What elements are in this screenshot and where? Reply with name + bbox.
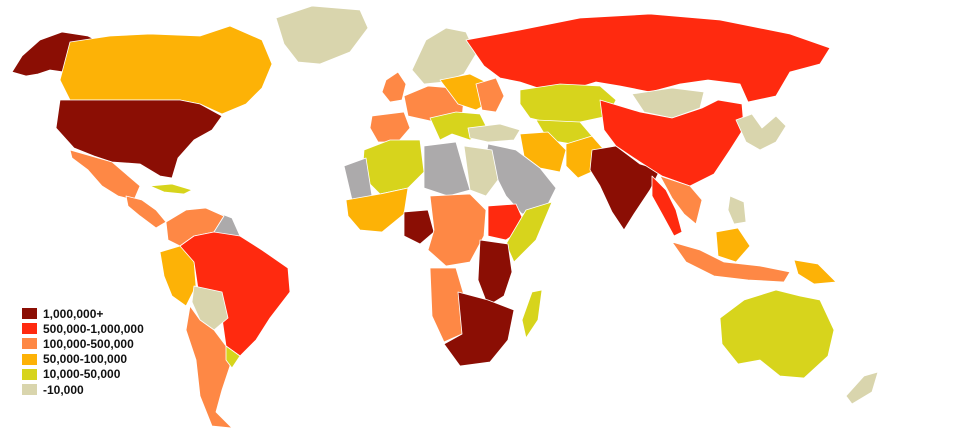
region-philippines [727,195,747,225]
region-kazakhstan [519,83,617,125]
legend-swatch [22,338,37,350]
legend-swatch [22,323,37,335]
legend-item: 10,000-50,000 [22,367,144,382]
region-somalia [505,201,553,263]
region-uruguay [225,345,241,369]
region-thailand-myanmar [651,175,683,237]
region-papua-new-guinea [793,259,837,285]
legend-item: 100,000-500,000 [22,336,144,351]
region-central-america [125,195,167,229]
legend-label: 100,000-500,000 [43,336,134,351]
region-madagascar [521,289,543,339]
legend-item: 1,000,000+ [22,306,144,321]
legend-item: 50,000-100,000 [22,352,144,367]
region-australia [719,289,835,379]
region-southern-africa-hiv [443,291,515,367]
region-egypt-sudan [463,145,499,197]
region-usa [55,99,223,179]
region-eastern-europe [475,77,505,113]
region-new-zealand [845,371,879,405]
legend-label: 1,000,000+ [43,306,104,321]
legend: 1,000,000+ 500,000-1,000,000 100,000-500… [22,306,144,397]
region-north-africa-west [361,139,425,195]
legend-label: 10,000-50,000 [43,367,121,382]
region-argentina-chile [185,305,233,429]
legend-item: -10,000 [22,382,144,397]
region-korea-japan [735,113,787,151]
region-caribbean [149,183,193,195]
region-turkey [467,123,521,143]
region-china [599,99,745,187]
region-borneo [715,227,751,263]
legend-label: 50,000-100,000 [43,352,128,367]
region-greenland [275,5,369,65]
region-mongolia [631,87,705,119]
region-russia [465,13,831,103]
region-libya-chad [423,141,471,197]
region-malaysia-indonesia [671,241,791,283]
region-east-africa [477,239,513,307]
region-india [589,145,661,231]
legend-item: 500,000-1,000,000 [22,321,144,336]
legend-swatch [22,308,37,320]
legend-swatch [22,368,37,380]
region-uk-ireland [381,71,407,103]
region-nigeria [403,209,435,245]
legend-label: 500,000-1,000,000 [43,321,144,336]
region-indochina [659,175,703,225]
legend-swatch [22,384,37,396]
region-west-africa [345,187,409,233]
region-central-africa [427,193,487,267]
legend-swatch [22,353,37,365]
region-iberia [369,111,411,143]
legend-label: -10,000 [43,382,84,397]
